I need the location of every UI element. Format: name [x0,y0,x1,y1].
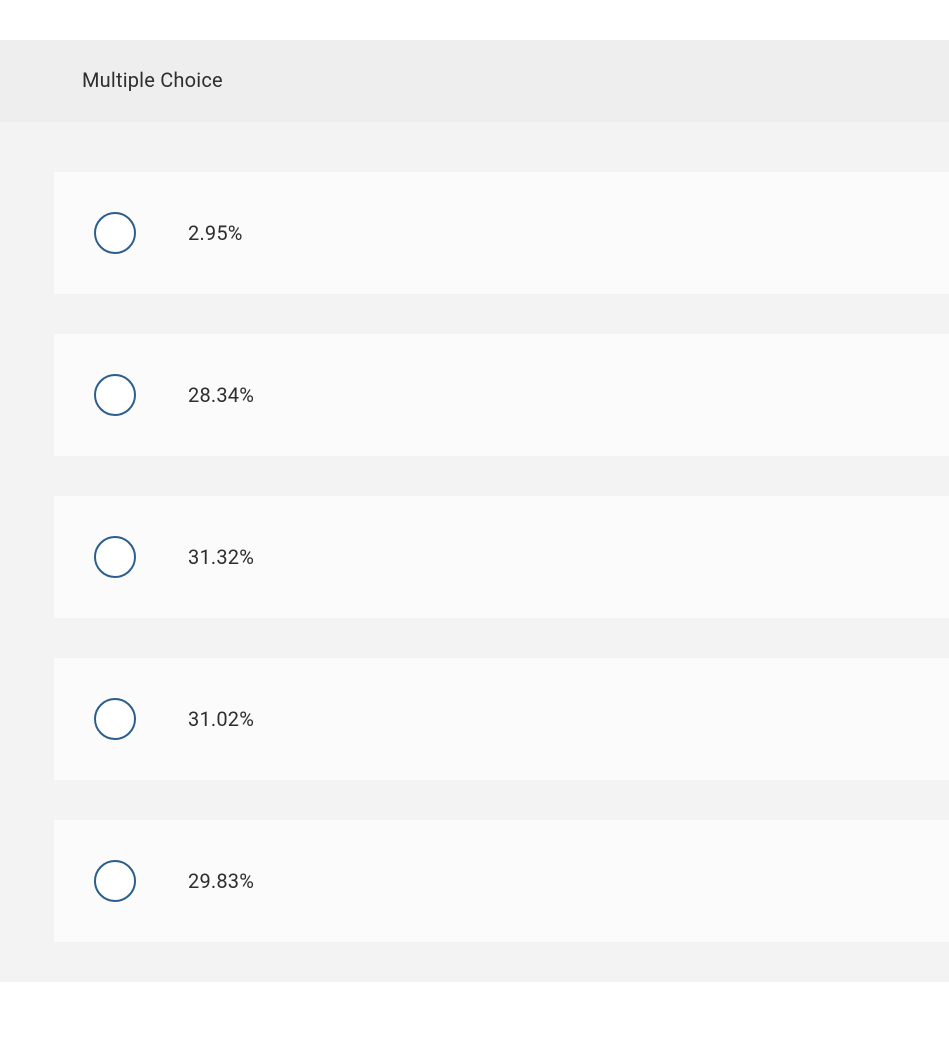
option-row[interactable]: 31.02% [54,658,949,780]
radio-button[interactable] [94,536,136,578]
option-label: 31.32% [188,545,254,569]
option-row[interactable]: 31.32% [54,496,949,618]
question-type-label: Multiple Choice [82,68,949,92]
option-row[interactable]: 28.34% [54,334,949,456]
option-label: 2.95% [188,221,243,245]
option-label: 29.83% [188,869,254,893]
option-label: 31.02% [188,707,254,731]
question-container: Multiple Choice 2.95% 28.34% 31.32% 31.0… [0,40,949,982]
radio-button[interactable] [94,860,136,902]
options-list: 2.95% 28.34% 31.32% 31.02% 29.83% [0,122,949,982]
radio-button[interactable] [94,374,136,416]
option-row[interactable]: 29.83% [54,820,949,942]
radio-button[interactable] [94,698,136,740]
radio-button[interactable] [94,212,136,254]
question-header: Multiple Choice [0,40,949,122]
option-label: 28.34% [188,383,254,407]
option-row[interactable]: 2.95% [54,172,949,294]
